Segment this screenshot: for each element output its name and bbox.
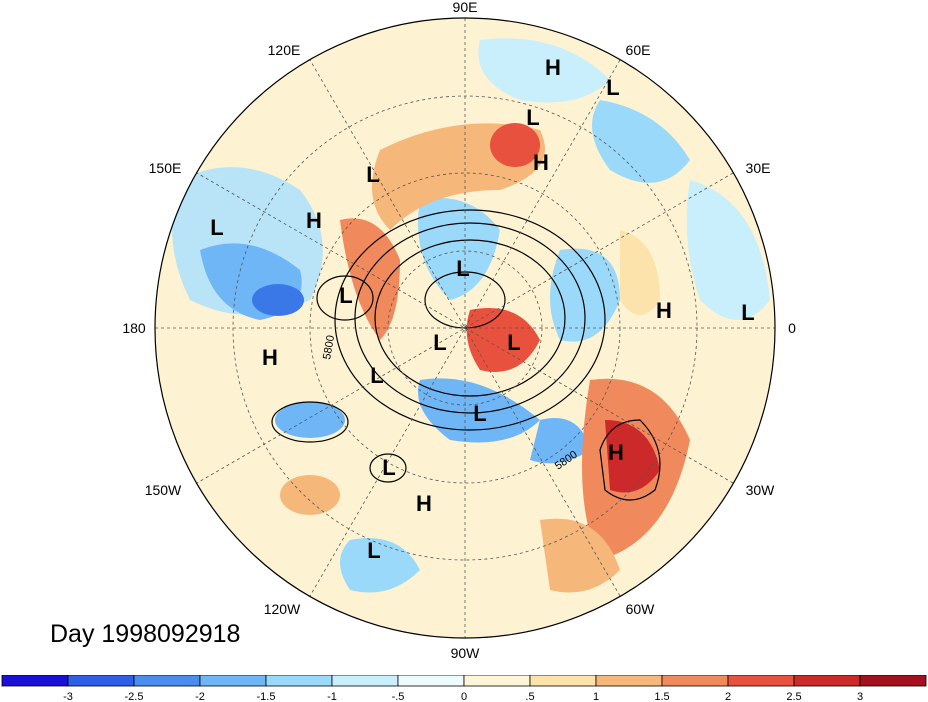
colorbar-box xyxy=(661,675,729,687)
pressure-center-low: L xyxy=(606,75,619,100)
pressure-center-high: H xyxy=(416,491,432,516)
colorbar-box xyxy=(859,675,927,687)
colorbar-box xyxy=(67,675,135,687)
pressure-center-low: L xyxy=(473,401,486,426)
map-title: Day 1998092918 xyxy=(50,620,241,648)
colorbar-box xyxy=(529,675,597,687)
colorbar-tick-label: -2.5 xyxy=(125,691,144,702)
pressure-center-low: L xyxy=(210,215,223,240)
colorbar-tick-label: 3 xyxy=(857,691,863,702)
colorbar-box xyxy=(133,675,201,687)
pressure-center-low: L xyxy=(741,300,754,325)
colorbar-tick-label: -1.5 xyxy=(257,691,276,702)
colorbar-tick-label: -.5 xyxy=(392,691,405,702)
colorbar-ticks: -3 -2.5 -2 -1.5 -1 -.5 0 .5 1 1.5 2 2.5 3 xyxy=(63,691,863,702)
pressure-centers: H L L H L L H L L L L L L H H L L L H H xyxy=(210,55,754,563)
graticule xyxy=(155,18,775,638)
pressure-center-low: L xyxy=(507,330,520,355)
pressure-center-low: L xyxy=(433,330,446,355)
colorbar-box xyxy=(793,675,861,687)
pressure-center-low: L xyxy=(366,162,379,187)
colorbar-tick-label: -1 xyxy=(327,691,337,702)
pressure-center-high: H xyxy=(262,345,278,370)
colorbar-box xyxy=(463,675,531,687)
colorbar-box xyxy=(595,675,663,687)
colorbar-boxes xyxy=(1,675,927,687)
colorbar-tick-label: 1.5 xyxy=(654,691,669,702)
lon-label: 60E xyxy=(626,42,651,58)
colorbar-box xyxy=(265,675,333,687)
pressure-center-low: L xyxy=(382,455,395,480)
colorbar-tick-label: 2.5 xyxy=(786,691,801,702)
colorbar-box xyxy=(727,675,795,687)
lon-label: 120W xyxy=(264,601,301,617)
contour-label: 5800 xyxy=(321,334,337,360)
pressure-center-low: L xyxy=(370,363,383,388)
pressure-center-high: H xyxy=(306,208,322,233)
colorbar-box xyxy=(331,675,399,687)
lon-label: 90E xyxy=(453,0,478,15)
lon-label: 60W xyxy=(626,601,656,617)
map-boundary xyxy=(154,17,776,639)
pressure-center-low: L xyxy=(456,256,469,281)
lon-label: 0 xyxy=(788,320,796,336)
pressure-center-high: H xyxy=(545,55,561,80)
colorbar-tick-label: .5 xyxy=(525,691,534,702)
pressure-center-high: H xyxy=(656,298,672,323)
pressure-center-high: H xyxy=(608,440,624,465)
colorbar: -3 -2.5 -2 -1.5 -1 -.5 0 .5 1 1.5 2 2.5 3 xyxy=(1,675,927,702)
pressure-center-high: H xyxy=(533,150,549,175)
pressure-center-low: L xyxy=(339,283,352,308)
lon-label: 150E xyxy=(149,160,182,176)
lon-label: 90W xyxy=(451,645,481,661)
colorbar-box xyxy=(397,675,465,687)
colorbar-box xyxy=(199,675,267,687)
colorbar-tick-label: -2 xyxy=(195,691,205,702)
colorbar-box xyxy=(1,675,69,687)
colorbar-tick-label: 2 xyxy=(725,691,731,702)
pressure-center-low: L xyxy=(526,105,539,130)
lon-label: 30E xyxy=(746,160,771,176)
lon-label: 30W xyxy=(746,482,776,498)
colorbar-tick-label: 1 xyxy=(593,691,599,702)
lon-label: 180 xyxy=(122,320,146,336)
lon-label: 150W xyxy=(145,482,182,498)
colorbar-tick-label: -3 xyxy=(63,691,73,702)
colorbar-tick-label: 0 xyxy=(461,691,467,702)
lon-label: 120E xyxy=(268,42,301,58)
pressure-center-low: L xyxy=(367,538,380,563)
longitude-labels: 90E 60E 30E 0 30W 60W 90W 120W 150W 180 … xyxy=(122,0,796,661)
